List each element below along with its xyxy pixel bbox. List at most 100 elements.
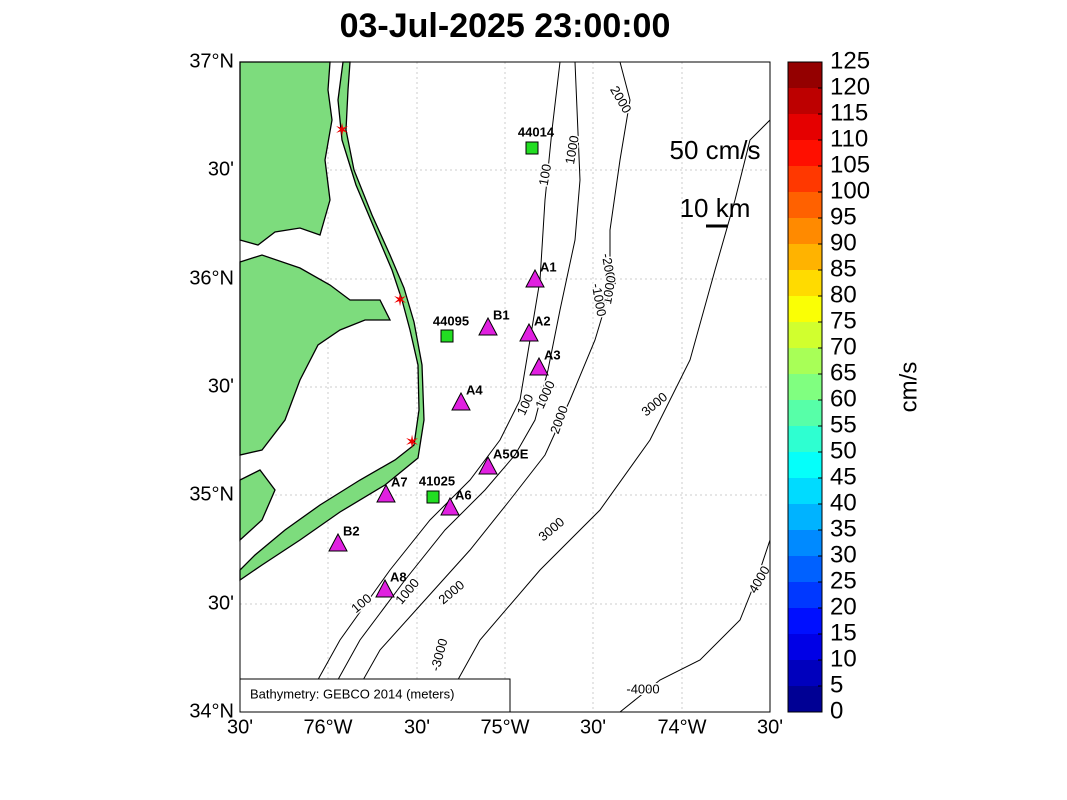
isobaths: [299, 61, 771, 713]
isobath-label: 1000: [562, 134, 582, 165]
colorbar-tick-label: 25: [830, 567, 857, 594]
station-marker: [478, 316, 498, 336]
station-label: A8: [390, 569, 407, 584]
colorbar-tick-label: 90: [830, 229, 857, 256]
station-marker: [328, 532, 348, 552]
colorbar-tick-label: 100: [830, 177, 870, 204]
lon-tick-label: 30': [580, 716, 606, 738]
lat-tick-label: 30': [208, 592, 234, 614]
colorbar-tick-label: 60: [830, 385, 857, 412]
colorbar-frame: [787, 61, 823, 713]
lon-tick-label: 75°W: [480, 716, 529, 738]
colorbar-segment: [788, 582, 822, 608]
colorbar-segment: [788, 608, 822, 634]
colorbar-segment: [788, 400, 822, 426]
lat-tick-label: 30': [208, 158, 234, 180]
colorbar-segment: [788, 322, 822, 348]
scale-speed: 50 cm/s: [669, 135, 760, 165]
colorbar-segment: [788, 114, 822, 140]
colorbar-tick-label: 15: [830, 619, 857, 646]
station-marker: [451, 391, 471, 411]
buoy-marker: [426, 490, 440, 504]
station-label: B2: [343, 523, 360, 538]
station-label: A6: [455, 487, 472, 502]
colorbar-tick-label: 105: [830, 151, 870, 178]
buoy-label: 41025: [419, 473, 455, 488]
colorbar-tick-label: 10: [830, 645, 857, 672]
lon-tick-label: 30': [404, 716, 430, 738]
colorbar-tick-label: 20: [830, 593, 857, 620]
lon-tick-label: 76°W: [303, 716, 352, 738]
colorbar-tick-label: 70: [830, 333, 857, 360]
lon-tick-label: 30': [757, 716, 783, 738]
colorbar-tick-label: 30: [830, 541, 857, 568]
station-marker: [375, 578, 395, 598]
buoy-label: 44014: [518, 124, 555, 139]
lon-tick-label: 74°W: [657, 716, 706, 738]
svg-text:✶: ✶: [392, 290, 407, 310]
stars: ✶ ✶ ✶: [334, 120, 419, 452]
colorbar-tick-label: 65: [830, 359, 857, 386]
station-label: A5OE: [493, 446, 529, 461]
colorbar-tick-label: 120: [830, 73, 870, 100]
colorbar-tick-label: 35: [830, 515, 857, 542]
lat-tick-label: 37°N: [189, 50, 234, 72]
colorbar-segment: [788, 270, 822, 296]
lat-tick-label: 34°N: [189, 700, 234, 722]
colorbar-tick-label: 95: [830, 203, 857, 230]
colorbar-segment: [788, 556, 822, 582]
lat-tick-label: 30': [208, 375, 234, 397]
colorbar-segment: [788, 88, 822, 114]
colorbar-tick-label: 45: [830, 463, 857, 490]
station-label: B1: [493, 307, 510, 322]
colorbar-segment: [788, 374, 822, 400]
colorbar: 0510152025303540455055606570758085909510…: [787, 47, 870, 724]
station-marker: [519, 322, 539, 342]
land: [239, 61, 425, 582]
colorbar-segment: [788, 62, 822, 88]
isobath-label: -2000: [599, 252, 620, 287]
station-marker: [440, 496, 460, 516]
station-marker: [376, 483, 396, 503]
colorbar-segment: [788, 452, 822, 478]
buoy-label: 44095: [433, 313, 469, 328]
colorbar-tick-label: 55: [830, 411, 857, 438]
colorbar-tick-label: 5: [830, 671, 843, 698]
colorbar-tick-label: 80: [830, 281, 857, 308]
station-label: A7: [391, 474, 408, 489]
colorbar-segment: [788, 660, 822, 686]
colorbar-segment: [788, 166, 822, 192]
isobath-label: -1000: [589, 282, 610, 317]
buoy-marker: [440, 329, 454, 343]
buoy-marker: [525, 141, 539, 155]
colorbar-segment: [788, 218, 822, 244]
isobath-label: -4000: [626, 681, 659, 696]
colorbar-segment: [788, 530, 822, 556]
colorbar-tick-label: 110: [830, 125, 868, 152]
colorbar-segment: [788, 244, 822, 270]
colorbar-label: cm/s: [895, 362, 922, 413]
title: 03-Jul-2025 23:00:00: [340, 7, 671, 45]
station-label: A2: [534, 313, 551, 328]
svg-text:✶: ✶: [404, 432, 419, 452]
colorbar-segment: [788, 192, 822, 218]
colorbar-segment: [788, 348, 822, 374]
colorbar-segment: [788, 478, 822, 504]
colorbar-tick-label: 75: [830, 307, 857, 334]
svg-text:✶: ✶: [334, 120, 349, 140]
colorbar-segment: [788, 686, 822, 712]
colorbar-tick-label: 85: [830, 255, 857, 282]
colorbar-segment: [788, 634, 822, 660]
station-label: A1: [540, 259, 557, 274]
colorbar-tick-label: 0: [830, 697, 843, 724]
isobath-label: 100: [536, 163, 555, 187]
colorbar-tick-label: 125: [830, 47, 870, 74]
colorbar-segment: [788, 426, 822, 452]
map-area: ✶ ✶ ✶ A1 B1 A2 A3 A4 A5OE A6 A7 B2 A8 44014 44095 4102…: [239, 61, 774, 713]
scale-distance: 10 km: [680, 193, 751, 223]
station-label: A4: [466, 382, 483, 397]
colorbar-segment: [788, 296, 822, 322]
station-label: A3: [544, 347, 561, 362]
colorbar-tick-label: 40: [830, 489, 857, 516]
